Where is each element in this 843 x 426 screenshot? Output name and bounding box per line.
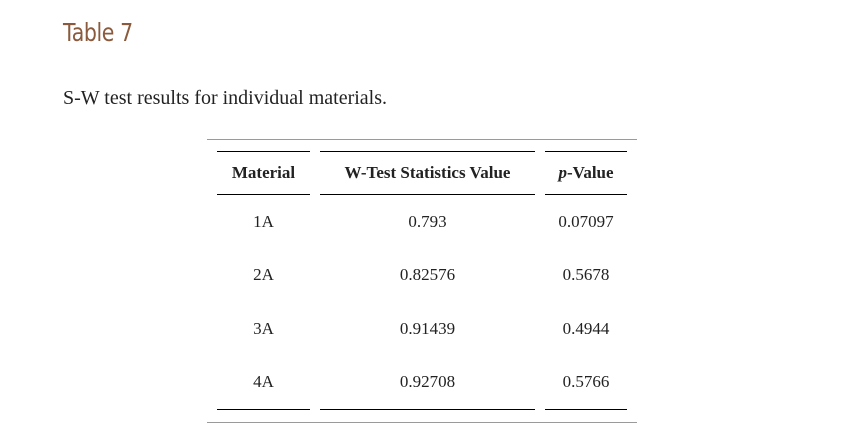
cell-p-value: 0.07097 (558, 211, 614, 231)
cell-w-statistic: 0.92708 (320, 356, 535, 410)
table-row: 3A 0.91439 0.4944 (217, 302, 627, 356)
results-table: Material W-Test Statistics Value p-Value… (217, 151, 627, 410)
cell-material: 4A (217, 356, 310, 410)
header-row: Material W-Test Statistics Value p-Value (217, 151, 627, 195)
table-label: Table 7 (63, 18, 133, 47)
table-row: 2A 0.82576 0.5678 (217, 249, 627, 303)
header-material: Material (217, 151, 310, 195)
cell-material: 3A (253, 318, 274, 338)
table-frame: Material W-Test Statistics Value p-Value… (207, 139, 637, 423)
table-row: 4A 0.92708 0.5766 (217, 356, 627, 410)
header-w-statistic: W-Test Statistics Value (320, 151, 535, 195)
cell-w-statistic: 0.793 (408, 211, 447, 231)
cell-p-value: 0.5678 (562, 265, 610, 285)
table-caption: S-W test results for individual material… (63, 87, 388, 109)
header-p-value-rest: -Value (566, 163, 614, 182)
cell-material: 1A (253, 211, 274, 231)
cell-p-value: 0.4944 (562, 318, 610, 338)
header-p-value-italic: p (558, 163, 567, 182)
cell-w-statistic: 0.82576 (399, 265, 456, 285)
cell-material: 2A (253, 265, 274, 285)
cell-p-value: 0.5766 (545, 356, 627, 410)
header-p-value: p-Value (545, 151, 627, 195)
table-row: 1A 0.793 0.07097 (217, 195, 627, 249)
cell-w-statistic: 0.91439 (399, 318, 456, 338)
